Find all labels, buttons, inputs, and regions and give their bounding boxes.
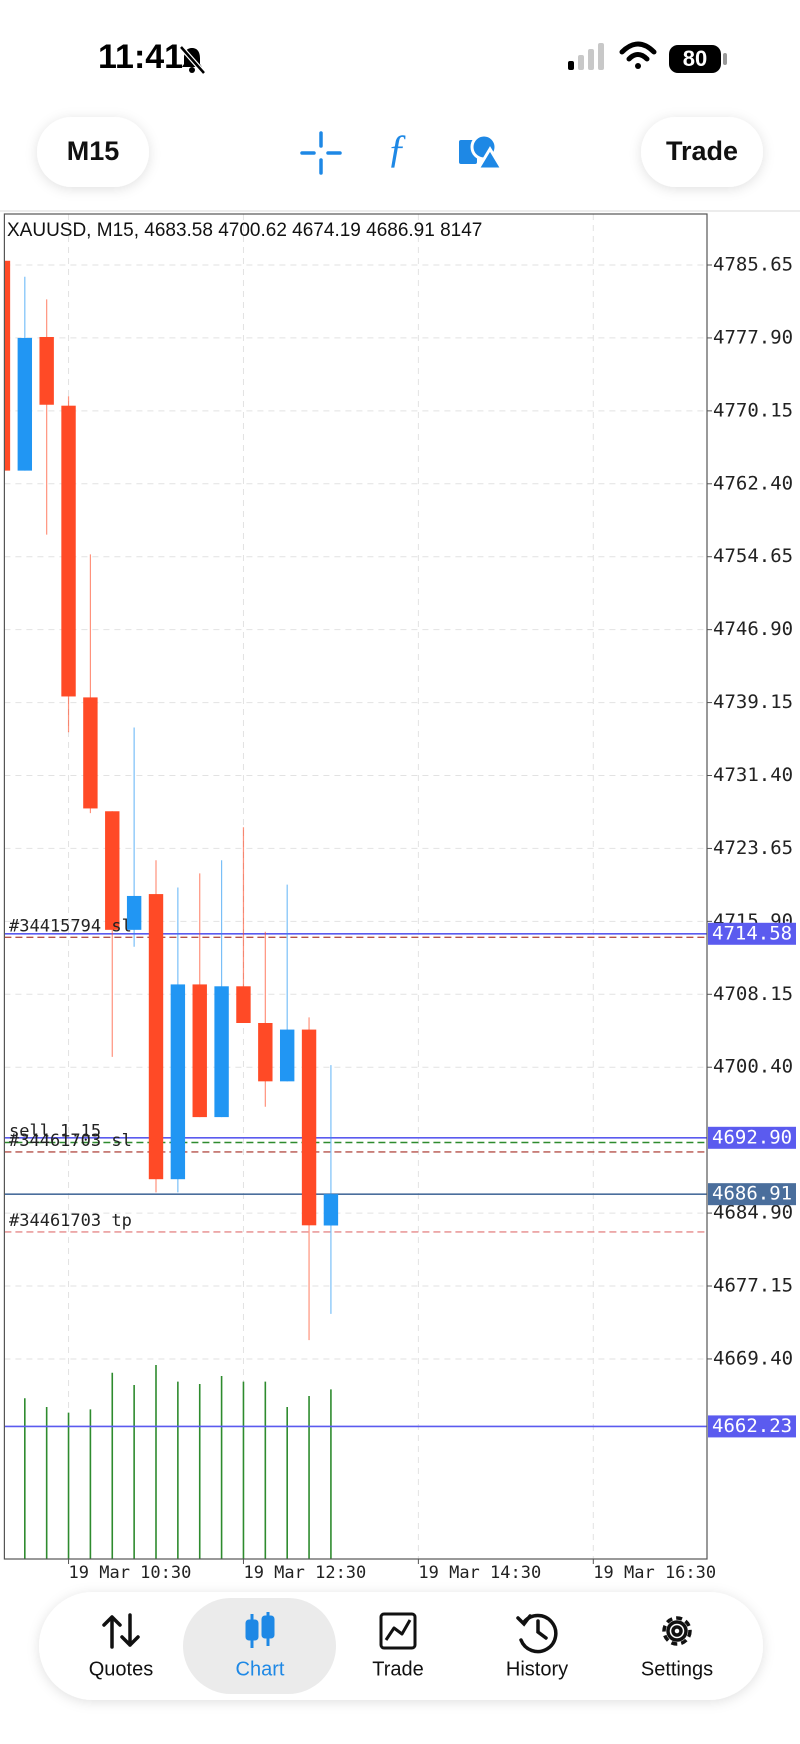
price-label-box	[708, 1415, 796, 1438]
quotes-icon[interactable]	[102, 1613, 140, 1649]
candle-body	[148, 894, 164, 1180]
y-tick-label: 4770.15	[713, 399, 793, 421]
level-labels: #34415794 sl sell 1.15#34461703 sl #344617…	[9, 916, 796, 1438]
candle-body	[83, 697, 98, 809]
candle-body	[61, 405, 76, 697]
tab-label[interactable]: History	[506, 1658, 568, 1680]
candle-body	[214, 986, 229, 1118]
x-tick-label: 19 Mar 12:30	[243, 1563, 366, 1583]
settings-icon[interactable]	[662, 1616, 692, 1646]
candle-body	[126, 895, 142, 930]
y-tick-label: 4731.40	[713, 764, 793, 786]
tab-label[interactable]: Settings	[641, 1658, 713, 1680]
price-label-box	[708, 1183, 796, 1206]
wifi-icon	[619, 41, 657, 69]
y-tick-label: 4785.65	[713, 254, 793, 276]
y-tick-label: 4762.40	[713, 472, 793, 494]
candle-body	[279, 1029, 295, 1082]
order-label: #34461703 tp	[9, 1211, 132, 1231]
volumes	[24, 1365, 332, 1559]
candle-body	[170, 984, 186, 1180]
price-label: 4686.91	[712, 1183, 792, 1205]
y-tick-label: 4684.90	[713, 1202, 793, 1224]
candle-body	[4, 260, 11, 471]
signal-icon	[568, 43, 604, 70]
y-tick-label: 4739.15	[713, 691, 793, 713]
candle-body	[258, 1022, 273, 1082]
y-tick-label: 4777.90	[713, 326, 793, 348]
y-tick-label: 4754.65	[713, 545, 793, 567]
history-icon[interactable]	[516, 1613, 558, 1654]
chart-title: XAUUSD, M15, 4683.58 4700.62 4674.19 468…	[7, 220, 482, 241]
trade-icon[interactable]	[379, 1612, 417, 1650]
tab-label[interactable]: Quotes	[89, 1658, 153, 1680]
price-label-box	[708, 1126, 796, 1149]
chart-icon[interactable]	[245, 1612, 275, 1648]
tab-label[interactable]: Trade	[372, 1658, 424, 1680]
indicators-button[interactable]: ƒ	[387, 126, 407, 171]
plot-frame	[3, 213, 708, 1560]
x-tick-label: 19 Mar 14:30	[418, 1563, 541, 1583]
active-tab-highlight	[183, 1598, 336, 1694]
candle-body	[17, 337, 33, 471]
candle-body	[105, 811, 120, 930]
timeframe-label[interactable]: M15	[67, 136, 120, 166]
y-tick-label: 4669.40	[713, 1347, 793, 1369]
candle-body	[39, 336, 54, 405]
x-tick-label: 19 Mar 16:30	[593, 1563, 716, 1583]
status-time: 11:41	[98, 38, 183, 76]
x-tick-label: 19 Mar 10:30	[69, 1563, 192, 1583]
price-label: 4662.23	[712, 1415, 792, 1437]
tab-bar	[39, 1592, 763, 1700]
battery-icon: 80	[669, 45, 727, 73]
price-label-box	[708, 922, 796, 945]
crosshair-button[interactable]	[300, 131, 342, 175]
y-tick-label: 4677.15	[713, 1275, 793, 1297]
mute-icon	[179, 45, 206, 75]
candles	[4, 260, 339, 1341]
tab-label[interactable]: Chart	[236, 1658, 285, 1680]
order-label: #34461703 sl	[9, 1131, 132, 1151]
y-tick-label: 4708.15	[713, 983, 793, 1005]
candle-body	[301, 1029, 317, 1226]
timeframe-button[interactable]	[37, 117, 149, 187]
price-label: 4714.58	[712, 922, 792, 944]
y-tick-label: 4723.65	[713, 837, 793, 859]
order-label: #34415794 sl	[9, 916, 132, 936]
order-label: sell 1.15	[9, 1122, 101, 1142]
trade-label[interactable]: Trade	[666, 136, 738, 166]
price-label: 4692.90	[712, 1126, 792, 1148]
candle-body	[323, 1194, 339, 1226]
objects-button[interactable]	[459, 133, 505, 171]
battery-level: 80	[683, 46, 707, 71]
y-tick-label: 4746.90	[713, 618, 793, 640]
candle-body	[236, 986, 251, 1023]
trade-button[interactable]	[641, 117, 763, 187]
axes: 4785.65 4777.90 4770.15 4762.40 4754.65 4746.…	[68, 254, 793, 1583]
y-tick-label: 4700.40	[713, 1056, 793, 1078]
candle-body	[192, 984, 207, 1118]
price-levels	[4, 932, 707, 1428]
